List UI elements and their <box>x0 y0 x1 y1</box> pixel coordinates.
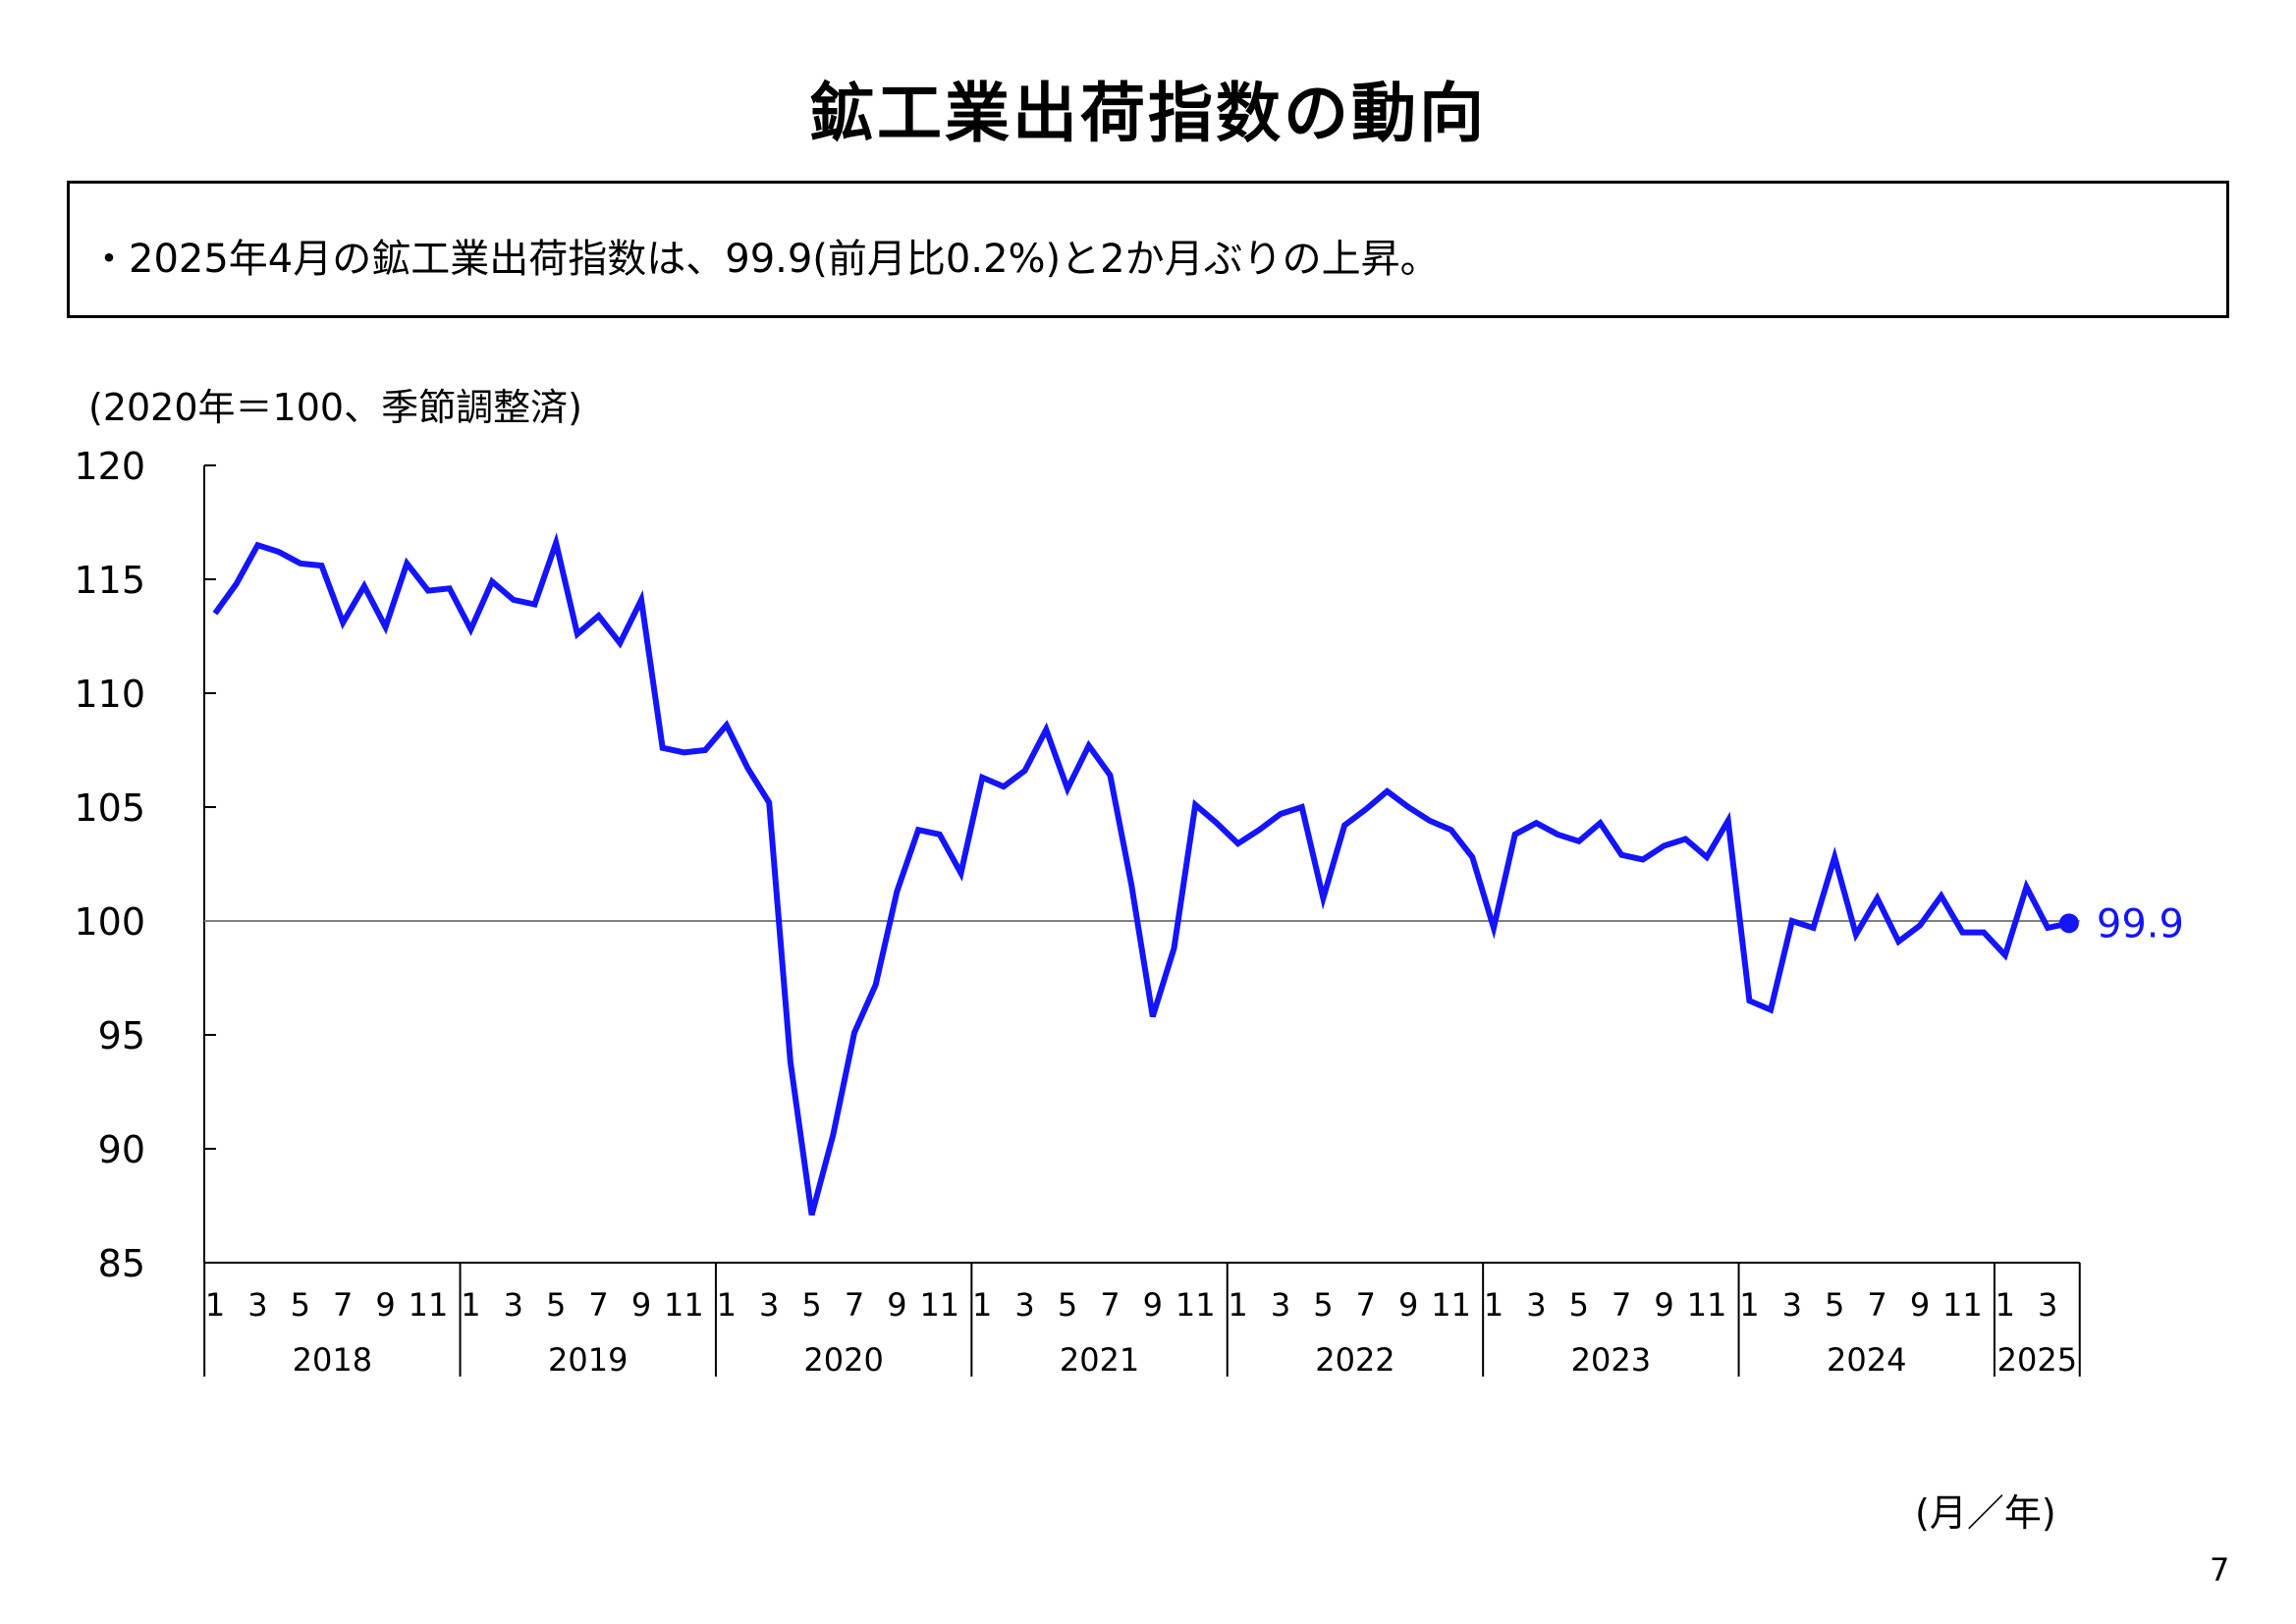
month-tick-label: 5 <box>546 1286 566 1324</box>
month-tick-label: 7 <box>1867 1286 1886 1324</box>
year-label: 2020 <box>803 1341 883 1379</box>
month-tick-label: 11 <box>1942 1286 1983 1324</box>
y-tick-label: 100 <box>74 900 145 944</box>
y-tick-label: 110 <box>74 673 145 716</box>
month-tick-label: 9 <box>1654 1286 1673 1324</box>
month-tick-label: 11 <box>1687 1286 1727 1324</box>
month-tick-label: 7 <box>1356 1286 1376 1324</box>
month-tick-label: 5 <box>1313 1286 1333 1324</box>
year-label: 2021 <box>1060 1341 1139 1379</box>
summary-text: ・2025年4月の鉱工業出荷指数は、99.9(前月比0.2%)と2か月ぶりの上昇… <box>89 237 1440 282</box>
month-tick-label: 9 <box>887 1286 906 1324</box>
month-tick-label: 3 <box>1526 1286 1546 1324</box>
month-tick-label: 3 <box>247 1286 267 1324</box>
month-tick-label: 7 <box>588 1286 608 1324</box>
month-tick-label: 7 <box>1100 1286 1120 1324</box>
last-value-label: 99.9 <box>2097 901 2184 947</box>
month-tick-label: 11 <box>1175 1286 1216 1324</box>
month-tick-label: 3 <box>2038 1286 2057 1324</box>
month-tick-label: 9 <box>1143 1286 1163 1324</box>
year-label: 2024 <box>1827 1341 1906 1379</box>
month-tick-label: 11 <box>919 1286 959 1324</box>
month-tick-label: 3 <box>1014 1286 1034 1324</box>
month-tick-label: 3 <box>759 1286 779 1324</box>
month-tick-label: 5 <box>1058 1286 1077 1324</box>
month-tick-label: 5 <box>291 1286 310 1324</box>
month-tick-label: 1 <box>461 1286 480 1324</box>
last-data-point <box>2058 913 2079 934</box>
month-tick-label: 5 <box>1825 1286 1844 1324</box>
x-axis-unit-label: (月／年) <box>1915 1491 2056 1535</box>
month-tick-label: 3 <box>1782 1286 1802 1324</box>
y-tick-label: 85 <box>98 1242 145 1285</box>
month-tick-label: 3 <box>504 1286 523 1324</box>
y-tick-label: 115 <box>74 559 145 602</box>
series-line <box>212 532 2070 1217</box>
summary-box: ・2025年4月の鉱工業出荷指数は、99.9(前月比0.2%)と2か月ぶりの上昇… <box>67 181 2229 318</box>
month-tick-label: 1 <box>717 1286 737 1324</box>
month-tick-label: 1 <box>1484 1286 1503 1324</box>
year-label: 2025 <box>1997 1341 2077 1379</box>
year-label: 2022 <box>1315 1341 1394 1379</box>
month-tick-label: 9 <box>1398 1286 1418 1324</box>
month-tick-label: 9 <box>375 1286 395 1324</box>
y-tick-label: 95 <box>98 1014 145 1057</box>
month-tick-label: 1 <box>972 1286 992 1324</box>
year-label: 2018 <box>293 1341 372 1379</box>
unit-note: (2020年＝100、季節調整済) <box>88 386 582 429</box>
y-tick-label: 105 <box>74 786 145 830</box>
month-tick-label: 5 <box>801 1286 821 1324</box>
month-tick-label: 1 <box>1228 1286 1247 1324</box>
year-label: 2019 <box>548 1341 628 1379</box>
page-title: 鉱工業出荷指数の動向 <box>809 76 1487 151</box>
month-tick-label: 1 <box>1995 1286 2015 1324</box>
month-tick-label: 11 <box>1431 1286 1471 1324</box>
month-tick-label: 7 <box>845 1286 864 1324</box>
month-tick-label: 1 <box>205 1286 225 1324</box>
month-tick-label: 9 <box>1910 1286 1930 1324</box>
year-label: 2023 <box>1571 1341 1651 1379</box>
month-tick-label: 9 <box>631 1286 651 1324</box>
month-tick-label: 1 <box>1739 1286 1759 1324</box>
month-tick-label: 11 <box>409 1286 449 1324</box>
month-tick-label: 5 <box>1569 1286 1589 1324</box>
page-number: 7 <box>2210 1551 2230 1589</box>
month-tick-label: 3 <box>1271 1286 1290 1324</box>
month-tick-label: 7 <box>1612 1286 1631 1324</box>
y-tick-label: 90 <box>98 1128 145 1171</box>
y-tick-label: 120 <box>74 445 145 488</box>
month-tick-label: 7 <box>333 1286 353 1324</box>
month-tick-label: 11 <box>664 1286 704 1324</box>
